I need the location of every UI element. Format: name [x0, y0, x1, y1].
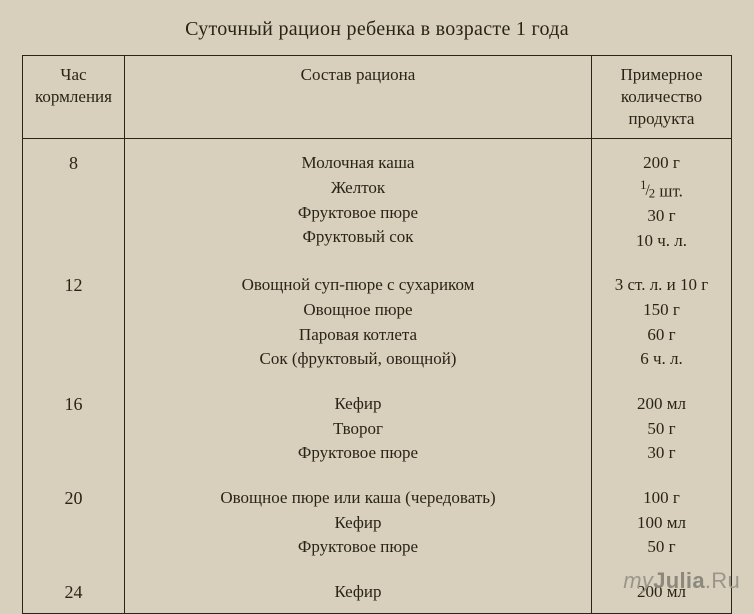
meal-hour: 20	[23, 474, 125, 568]
watermark-part2: Julia	[653, 568, 705, 593]
meal-hour: 24	[23, 568, 125, 613]
qty-item: 50 г	[598, 535, 725, 560]
diet-item: Фруктовое пюре	[131, 535, 585, 560]
meal-hour: 8	[23, 139, 125, 262]
diet-item: Творог	[131, 417, 585, 442]
watermark-part3: .Ru	[705, 568, 740, 593]
diet-item: Овощное пюре	[131, 298, 585, 323]
diet-item: Кефир	[131, 511, 585, 536]
watermark-part1: my	[623, 568, 653, 593]
meal-qty: 200 мл50 г30 г	[592, 380, 732, 474]
qty-item: 60 г	[598, 323, 725, 348]
diet-item: Фруктовое пюре	[131, 441, 585, 466]
watermark: myJulia.Ru	[623, 568, 740, 594]
meal-qty: 100 г100 мл50 г	[592, 474, 732, 568]
qty-item: 100 г	[598, 486, 725, 511]
diet-item: Овощное пюре или каша (чередовать)	[131, 486, 585, 511]
table-row: 16КефирТворогФруктовое пюре200 мл50 г30 …	[23, 380, 732, 474]
diet-item: Кефир	[131, 392, 585, 417]
meal-diet: Молочная кашаЖелтокФруктовое пюреФруктов…	[125, 139, 592, 262]
diet-item: Фруктовый сок	[131, 225, 585, 250]
col-header-diet: Состав рациона	[125, 56, 592, 139]
meal-diet: Овощное пюре или каша (чередовать)КефирФ…	[125, 474, 592, 568]
meal-diet: Овощной суп-пюре с сухарикомОвощное пюре…	[125, 261, 592, 380]
qty-item: 1/2 шт.	[598, 176, 725, 204]
diet-item: Паровая котлета	[131, 323, 585, 348]
table-body: 8Молочная кашаЖелтокФруктовое пюреФрукто…	[23, 139, 732, 613]
qty-item: 6 ч. л.	[598, 347, 725, 372]
meal-diet: Кефир	[125, 568, 592, 613]
qty-item: 200 мл	[598, 392, 725, 417]
table-header-row: Час кормления Состав рациона Примерное к…	[23, 56, 732, 139]
meal-qty: 3 ст. л. и 10 г150 г60 г6 ч. л.	[592, 261, 732, 380]
diet-item: Желток	[131, 176, 585, 201]
diet-item: Кефир	[131, 580, 585, 605]
qty-item: 50 г	[598, 417, 725, 442]
qty-item: 150 г	[598, 298, 725, 323]
qty-item: 30 г	[598, 204, 725, 229]
qty-item: 200 г	[598, 151, 725, 176]
page-title: Суточный рацион ребенка в возрасте 1 год…	[22, 18, 732, 41]
qty-item: 30 г	[598, 441, 725, 466]
meal-hour: 16	[23, 380, 125, 474]
qty-item: 3 ст. л. и 10 г	[598, 273, 725, 298]
table-row: 12Овощной суп-пюре с сухарикомОвощное пю…	[23, 261, 732, 380]
qty-item: 10 ч. л.	[598, 229, 725, 254]
meal-qty: 200 г1/2 шт.30 г10 ч. л.	[592, 139, 732, 262]
table-row: 20Овощное пюре или каша (чередовать)Кефи…	[23, 474, 732, 568]
diet-item: Молочная каша	[131, 151, 585, 176]
diet-item: Сок (фруктовый, овощной)	[131, 347, 585, 372]
col-header-qty: Примерное количество продукта	[592, 56, 732, 139]
meal-hour: 12	[23, 261, 125, 380]
qty-item: 100 мл	[598, 511, 725, 536]
diet-table: Час кормления Состав рациона Примерное к…	[22, 55, 732, 614]
meal-diet: КефирТворогФруктовое пюре	[125, 380, 592, 474]
diet-item: Фруктовое пюре	[131, 201, 585, 226]
table-row: 8Молочная кашаЖелтокФруктовое пюреФрукто…	[23, 139, 732, 262]
diet-item: Овощной суп-пюре с сухариком	[131, 273, 585, 298]
col-header-hour: Час кормления	[23, 56, 125, 139]
